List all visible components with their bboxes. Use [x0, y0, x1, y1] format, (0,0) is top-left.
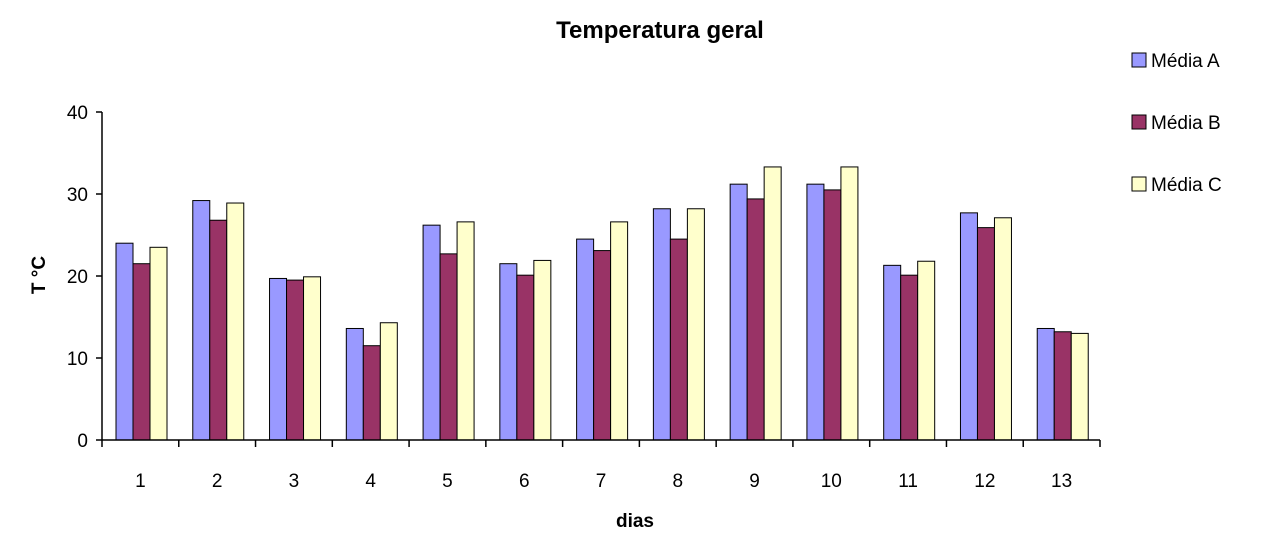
legend-label: Média C	[1151, 175, 1222, 196]
bar-1-11	[883, 264, 902, 441]
bar-1-1	[115, 242, 134, 441]
bar-3-11	[917, 260, 936, 441]
legend-swatch	[1131, 176, 1147, 192]
x-tick-label: 9	[749, 471, 760, 492]
x-tick-label: 8	[672, 471, 683, 492]
bar-2-9	[746, 198, 765, 441]
bar-2-7	[593, 250, 612, 441]
x-tick-label: 12	[974, 471, 995, 492]
bar-1-3	[269, 277, 288, 441]
bar-3-12	[993, 217, 1012, 441]
bar-1-10	[806, 183, 825, 441]
bar-2-11	[900, 274, 919, 441]
bar-1-6	[499, 263, 518, 441]
bar-1-8	[652, 208, 671, 441]
bar-3-10	[840, 166, 859, 441]
bar-1-13	[1036, 327, 1055, 441]
bar-1-12	[959, 212, 978, 441]
bar-3-6	[533, 259, 552, 441]
bar-2-8	[669, 238, 688, 441]
bar-3-3	[303, 276, 322, 441]
bar-3-4	[379, 322, 398, 441]
bar-1-5	[422, 224, 441, 441]
bar-1-7	[576, 238, 595, 441]
bar-3-2	[226, 202, 245, 441]
x-tick-label: 10	[821, 471, 842, 492]
y-tick-label: 40	[67, 103, 88, 124]
x-tick-label: 1	[135, 471, 146, 492]
chart-title: Temperatura geral	[556, 17, 764, 44]
bar-3-8	[686, 208, 705, 441]
x-tick-label: 4	[365, 471, 376, 492]
bars-group	[115, 166, 1089, 441]
bar-2-10	[823, 189, 842, 441]
legend-label: Média A	[1151, 51, 1220, 72]
bar-2-2	[209, 219, 228, 441]
x-tick-label: 2	[212, 471, 223, 492]
bar-3-7	[610, 221, 629, 441]
y-tick-label: 0	[77, 431, 88, 452]
x-tick-label: 6	[519, 471, 530, 492]
legend: Média A Média B Média C	[1131, 51, 1222, 196]
x-tick-label: 3	[289, 471, 300, 492]
bar-1-2	[192, 200, 211, 441]
bar-2-6	[516, 274, 535, 441]
x-axis-title: dias	[616, 511, 654, 532]
bar-2-3	[286, 279, 305, 441]
bar-3-1	[149, 246, 168, 441]
bar-1-4	[345, 327, 364, 441]
bar-1-9	[729, 183, 748, 441]
legend-label: Média B	[1151, 113, 1221, 134]
x-tick-label: 13	[1051, 471, 1072, 492]
bar-3-13	[1070, 332, 1089, 441]
legend-swatch	[1131, 52, 1147, 68]
legend-swatch	[1131, 114, 1147, 130]
bar-2-12	[976, 227, 995, 441]
bar-2-5	[439, 253, 458, 441]
bar-3-9	[763, 166, 782, 441]
y-tick-label: 30	[67, 185, 88, 206]
x-tick-label: 7	[596, 471, 607, 492]
bar-2-1	[132, 263, 151, 441]
y-axis-title: T °C	[29, 256, 50, 294]
x-tick-label: 5	[442, 471, 453, 492]
bar-2-4	[362, 345, 381, 441]
y-tick-label: 20	[67, 267, 88, 288]
bar-3-5	[456, 221, 475, 441]
bar-2-13	[1053, 331, 1072, 441]
x-tick-label: 11	[898, 471, 918, 492]
y-tick-label: 10	[67, 349, 88, 370]
